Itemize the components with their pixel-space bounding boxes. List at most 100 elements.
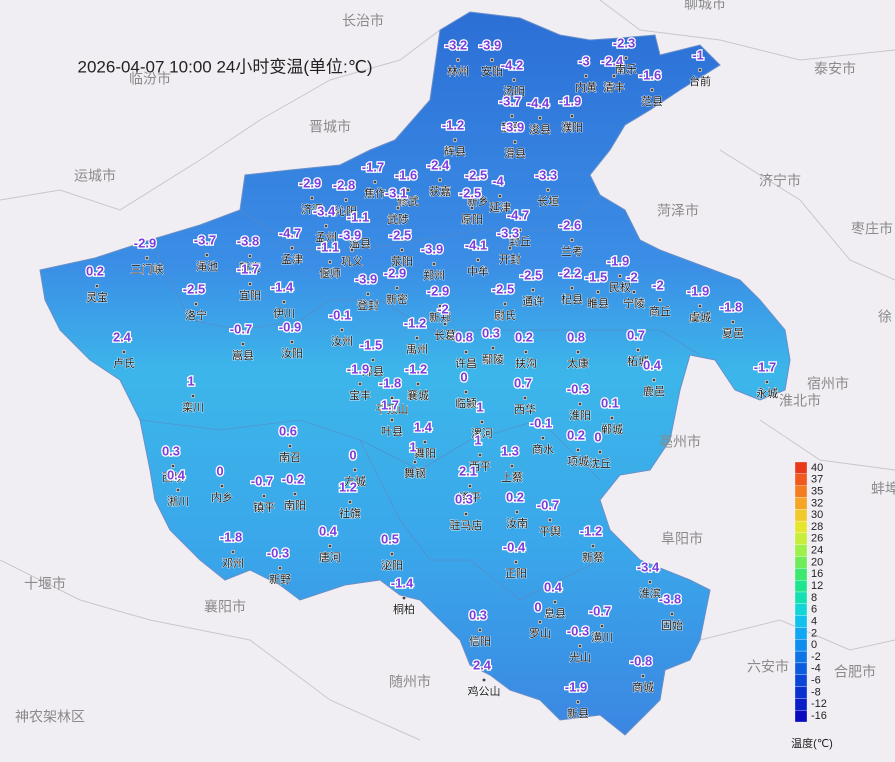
station-value: -2	[437, 301, 449, 316]
station-value: -1.1	[317, 239, 339, 254]
station-name: 沁阳	[335, 205, 357, 218]
station-name: 登封	[357, 298, 379, 312]
city-label: 徐	[878, 309, 892, 325]
station-name: 原阳	[461, 213, 483, 226]
station-name: 新乡	[467, 194, 489, 208]
legend-swatch	[794, 473, 808, 486]
station-value: -4	[492, 173, 504, 188]
legend-swatch	[794, 556, 808, 569]
station-dot	[590, 543, 596, 549]
station-value: 0.7	[627, 327, 645, 342]
station-dot	[175, 487, 181, 493]
station-value: -3	[578, 53, 590, 68]
station-name: 遂平	[459, 490, 481, 504]
legend-swatch	[794, 485, 808, 498]
station-value: 0.2	[515, 329, 533, 344]
station-value: 0.4	[167, 467, 186, 482]
station-name: 辉县	[444, 145, 466, 158]
station-name: 沈丘	[589, 456, 611, 470]
station-name: 鹿邑	[643, 384, 665, 398]
station-value: -2.4	[601, 53, 624, 68]
station-value: -0.3	[567, 623, 589, 638]
station-name: 汝州	[331, 334, 353, 348]
station-dot	[219, 483, 225, 489]
station-dot	[261, 493, 267, 499]
station-dot	[577, 643, 583, 649]
station-dot	[509, 113, 515, 119]
station-name: 南召	[279, 451, 301, 464]
station-name: 正阳	[505, 567, 527, 580]
legend-label: -6	[811, 675, 821, 687]
legend-swatch	[794, 520, 808, 534]
station-value: -1.7	[754, 359, 776, 374]
station-name: 宁陵	[623, 296, 645, 310]
station-name: 三门峡	[131, 262, 164, 276]
station-value: -3.9	[339, 227, 361, 242]
station-dot	[475, 187, 481, 193]
station-dot	[511, 77, 517, 83]
legend-swatch	[794, 650, 808, 664]
station-name: 滑县	[504, 147, 526, 160]
station-name: 叶县	[381, 425, 403, 438]
station-dot	[730, 319, 736, 325]
station-name: 卢氏	[113, 357, 135, 370]
station-name: 内乡	[211, 490, 233, 504]
station-name: 修武	[397, 194, 419, 208]
station-dot	[575, 447, 581, 453]
station-dot	[502, 301, 508, 307]
station-dot	[490, 345, 496, 351]
legend-swatch	[794, 568, 808, 581]
legend-label: 37	[811, 474, 823, 486]
city-label: 阜阳市	[661, 531, 703, 547]
station-value: -1.9	[559, 93, 581, 108]
station-dot	[352, 467, 358, 473]
station-name: 孟州	[315, 231, 337, 244]
station-value: -1.8	[720, 299, 742, 314]
station-value: 0.2	[567, 427, 585, 442]
station-name: 济源	[301, 202, 323, 216]
station-value: -3.9	[502, 119, 524, 134]
legend-swatch	[794, 627, 808, 640]
station-dot	[389, 551, 395, 557]
station-name: 漯河	[471, 427, 493, 440]
station-dot	[540, 435, 546, 441]
station-name: 范县	[641, 94, 663, 108]
station-name: 延津	[489, 201, 511, 214]
station-name: 长垣	[537, 195, 559, 208]
station-name: 淮滨	[639, 586, 661, 600]
station-value: -1.1	[347, 209, 369, 224]
station-name: 民权	[609, 281, 631, 294]
station-value: -3.4	[313, 203, 336, 218]
station-name: 荥阳	[391, 254, 413, 268]
station-name: 商丘	[649, 304, 671, 318]
station-value: 0	[534, 599, 541, 614]
station-name: 台前	[689, 74, 711, 88]
station-name: 武陟	[387, 212, 409, 226]
station-dot	[523, 349, 529, 355]
station-dot	[569, 237, 575, 243]
station-value: 0.1	[601, 395, 619, 410]
station-value: -2.9	[427, 283, 449, 298]
station-value: 2.4	[473, 657, 492, 672]
station-dot	[437, 177, 443, 183]
station-dot	[415, 381, 421, 387]
station-value: -2.8	[333, 177, 355, 192]
legend-swatch	[794, 497, 808, 510]
station-dot	[247, 281, 253, 287]
station-name: 淮阳	[569, 409, 591, 422]
station-value: 0.5	[381, 531, 399, 546]
station-dot	[389, 417, 395, 423]
station-dot	[522, 395, 528, 401]
station-name: 驻马店	[450, 518, 483, 532]
station-dot	[623, 55, 629, 61]
station-dot	[455, 57, 461, 63]
station-dot	[657, 297, 663, 303]
station-value: -4.4	[527, 95, 550, 110]
station-dot	[327, 543, 333, 549]
station-dot	[463, 389, 469, 395]
city-label: 随州市	[389, 674, 431, 690]
legend-label: 20	[811, 556, 823, 568]
station-value: -0.1	[329, 307, 351, 322]
station-value: 0.6	[279, 423, 297, 438]
station-name: 洛宁	[185, 308, 207, 322]
